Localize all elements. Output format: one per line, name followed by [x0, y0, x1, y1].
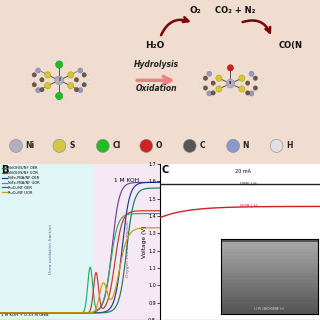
Circle shape	[211, 81, 215, 85]
Circle shape	[216, 86, 222, 92]
Text: H: H	[286, 141, 293, 150]
Circle shape	[78, 68, 83, 73]
Circle shape	[55, 76, 64, 85]
Circle shape	[36, 88, 41, 93]
Circle shape	[68, 83, 74, 89]
Text: Ni: Ni	[26, 141, 35, 150]
Text: 1 M KOH + 0.33 M urea: 1 M KOH + 0.33 M urea	[2, 313, 49, 317]
Text: Hydrolysis: Hydrolysis	[133, 60, 179, 69]
Circle shape	[140, 139, 153, 152]
Circle shape	[226, 79, 235, 88]
Circle shape	[227, 65, 234, 71]
Text: II: II	[229, 81, 232, 85]
Circle shape	[245, 91, 250, 95]
Legend: Ni(OH)S/NF OER, Ni(OH)S/NF UOR, NiFe-PBA/NF OER, NiFe-PBA/NF UOR, RuO₂/NF OER, R: Ni(OH)S/NF OER, Ni(OH)S/NF UOR, NiFe-PBA…	[2, 166, 40, 195]
Circle shape	[44, 83, 51, 89]
Circle shape	[56, 92, 63, 100]
Circle shape	[203, 76, 208, 80]
Text: O₂: O₂	[189, 6, 201, 15]
Circle shape	[199, 84, 202, 87]
Circle shape	[270, 139, 283, 152]
Text: Urea oxidation fraction: Urea oxidation fraction	[49, 224, 53, 274]
Bar	[93, 164, 163, 320]
Circle shape	[87, 76, 91, 79]
Text: OER | H...: OER | H...	[240, 181, 260, 185]
Circle shape	[36, 68, 41, 73]
Text: UOR | H...: UOR | H...	[240, 203, 261, 207]
Circle shape	[210, 97, 213, 100]
Circle shape	[38, 93, 42, 97]
Circle shape	[239, 86, 245, 92]
Circle shape	[32, 73, 36, 77]
Circle shape	[248, 97, 251, 100]
Circle shape	[227, 139, 240, 152]
Circle shape	[199, 79, 202, 82]
Y-axis label: Voltage (V): Voltage (V)	[142, 226, 147, 258]
Text: 1 M KOH: 1 M KOH	[114, 178, 139, 183]
Text: Cl: Cl	[112, 141, 121, 150]
Circle shape	[74, 78, 79, 82]
Circle shape	[54, 57, 57, 60]
Text: O: O	[156, 141, 162, 150]
Circle shape	[233, 63, 236, 67]
Bar	[0, 164, 93, 320]
Circle shape	[183, 139, 196, 152]
Circle shape	[211, 91, 215, 95]
Text: C: C	[199, 141, 205, 150]
Circle shape	[28, 81, 31, 84]
Circle shape	[259, 84, 262, 87]
Circle shape	[77, 93, 80, 97]
Text: N: N	[243, 141, 249, 150]
Circle shape	[253, 86, 258, 90]
Text: B: B	[2, 165, 9, 175]
Circle shape	[87, 81, 91, 84]
Circle shape	[32, 83, 36, 87]
Circle shape	[61, 57, 65, 60]
Circle shape	[28, 76, 31, 79]
Circle shape	[74, 87, 79, 92]
Circle shape	[216, 75, 222, 81]
Circle shape	[56, 61, 63, 68]
Circle shape	[53, 139, 66, 152]
Circle shape	[40, 78, 44, 82]
Text: S: S	[69, 141, 75, 150]
Circle shape	[249, 91, 254, 96]
Circle shape	[239, 75, 245, 81]
Circle shape	[203, 86, 208, 90]
Circle shape	[68, 72, 74, 78]
Text: 20 mA: 20 mA	[236, 169, 252, 174]
Circle shape	[82, 73, 86, 77]
Text: Oxygen evolution fraction: Oxygen evolution fraction	[126, 221, 130, 277]
Circle shape	[54, 100, 57, 104]
Circle shape	[259, 79, 262, 82]
Circle shape	[207, 71, 212, 76]
Circle shape	[40, 87, 44, 92]
Circle shape	[207, 91, 212, 96]
Text: I: I	[58, 77, 60, 82]
Circle shape	[82, 83, 86, 87]
Text: CO₂ + N₂: CO₂ + N₂	[215, 6, 255, 15]
Text: H₂O: H₂O	[146, 41, 165, 50]
Circle shape	[78, 88, 83, 93]
Circle shape	[245, 81, 250, 85]
Text: CO(N: CO(N	[278, 41, 302, 50]
Circle shape	[44, 72, 51, 78]
Circle shape	[61, 100, 65, 104]
Circle shape	[10, 139, 22, 152]
Circle shape	[253, 76, 258, 80]
Circle shape	[96, 139, 109, 152]
Circle shape	[249, 71, 254, 76]
Text: Oxidation: Oxidation	[135, 84, 177, 92]
Text: C: C	[162, 165, 169, 175]
